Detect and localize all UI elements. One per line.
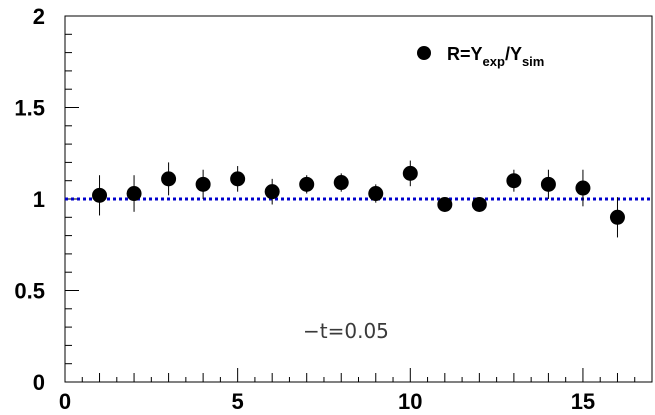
data-point xyxy=(471,196,487,212)
data-point xyxy=(540,176,556,192)
data-point xyxy=(506,173,522,189)
data-point xyxy=(195,176,211,192)
data-point xyxy=(609,209,625,225)
y-tick-label: 0.5 xyxy=(14,279,45,304)
data-point xyxy=(264,184,280,200)
x-tick-label: 15 xyxy=(571,389,595,414)
y-axis-ticks: 0 0.5 1 1.5 2 xyxy=(14,4,79,395)
data-point xyxy=(575,180,591,196)
data-point xyxy=(161,171,177,187)
legend: R=Yexp/Ysim xyxy=(417,44,544,69)
x-tick-label: 10 xyxy=(398,389,422,414)
legend-label: R=Yexp/Ysim xyxy=(447,44,544,69)
data-point xyxy=(126,186,142,202)
data-point xyxy=(333,175,349,191)
data-point xyxy=(92,187,108,203)
data-points xyxy=(92,160,625,238)
x-tick-label: 5 xyxy=(232,389,244,414)
y-tick-label: 1 xyxy=(33,187,45,212)
data-point xyxy=(299,176,315,192)
data-point xyxy=(230,171,246,187)
x-tick-label: 0 xyxy=(59,389,71,414)
annotation-t-value: −t=0.05 xyxy=(303,319,389,343)
data-point xyxy=(402,165,418,181)
data-point xyxy=(437,196,453,212)
y-tick-label: 2 xyxy=(33,4,45,29)
x-axis-ticks: 0 5 10 15 xyxy=(59,368,653,414)
legend-marker xyxy=(417,46,431,60)
y-tick-label: 1.5 xyxy=(14,96,45,121)
data-point xyxy=(368,186,384,202)
y-tick-label: 0 xyxy=(33,370,45,395)
